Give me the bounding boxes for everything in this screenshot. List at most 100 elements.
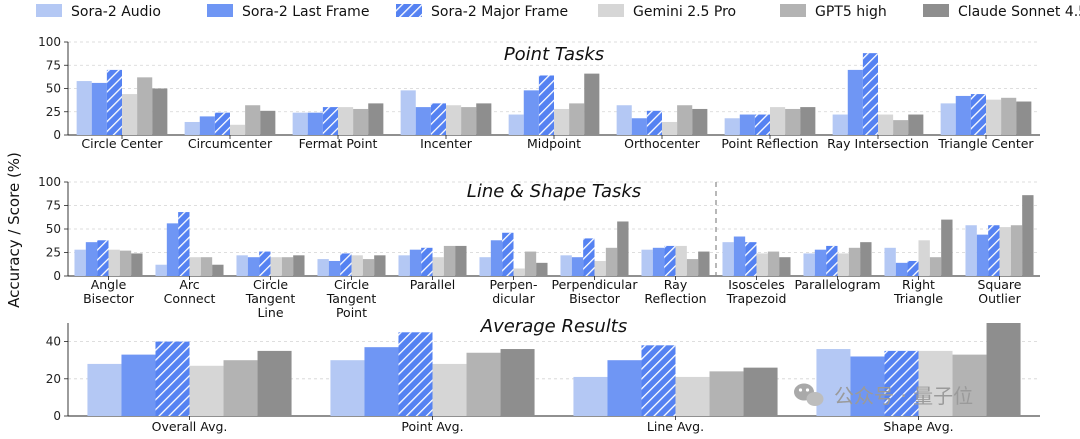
bar[interactable]	[677, 105, 693, 135]
bar[interactable]	[443, 245, 456, 276]
bar[interactable]	[832, 114, 848, 135]
bar[interactable]	[756, 253, 768, 276]
bar[interactable]	[770, 107, 786, 135]
bar[interactable]	[368, 103, 384, 135]
bar[interactable]	[230, 124, 246, 135]
bar[interactable]	[884, 247, 896, 276]
bar[interactable]	[733, 236, 746, 276]
bar[interactable]	[260, 110, 276, 135]
bar[interactable]	[446, 105, 462, 135]
bar[interactable]	[743, 367, 778, 416]
bar[interactable]	[779, 257, 791, 276]
bar[interactable]	[108, 249, 120, 276]
bar[interactable]	[573, 376, 608, 416]
bar[interactable]	[245, 105, 261, 135]
bar[interactable]	[878, 114, 894, 135]
bar[interactable]	[524, 251, 537, 276]
legend-item[interactable]: Sora-2 Major Frame	[396, 4, 568, 20]
bar[interactable]	[767, 251, 780, 276]
bar[interactable]	[641, 249, 653, 276]
bar[interactable]	[616, 105, 632, 135]
bar[interactable]	[607, 360, 642, 416]
bar[interactable]	[584, 73, 600, 135]
bar[interactable]	[803, 253, 815, 276]
bar[interactable]	[257, 350, 292, 416]
bar[interactable]	[850, 356, 885, 416]
bar[interactable]	[466, 352, 501, 416]
bar[interactable]	[236, 255, 248, 276]
bar[interactable]	[560, 255, 572, 276]
bar[interactable]	[122, 94, 138, 135]
bar[interactable]	[362, 259, 375, 276]
bar[interactable]	[364, 347, 399, 416]
bar[interactable]	[223, 360, 258, 416]
bar[interactable]	[893, 120, 909, 135]
bar[interactable]	[631, 118, 647, 135]
legend-item[interactable]: GPT5 high	[780, 4, 887, 20]
bar[interactable]	[200, 257, 213, 276]
bar[interactable]	[986, 323, 1021, 416]
bar[interactable]	[722, 242, 734, 276]
bar[interactable]	[184, 121, 200, 135]
bar[interactable]	[338, 107, 354, 135]
bar[interactable]	[848, 247, 861, 276]
bar[interactable]	[724, 118, 740, 135]
bar[interactable]	[281, 257, 294, 276]
bar[interactable]	[199, 116, 215, 135]
bar[interactable]	[605, 247, 618, 276]
bar[interactable]	[137, 77, 153, 135]
bar[interactable]	[76, 81, 92, 135]
bar[interactable]	[675, 376, 710, 416]
bar[interactable]	[87, 363, 122, 416]
bar[interactable]	[432, 363, 467, 416]
bar[interactable]	[476, 103, 492, 135]
bar[interactable]	[918, 240, 930, 276]
bar[interactable]	[351, 255, 363, 276]
bar[interactable]	[895, 262, 908, 276]
bar[interactable]	[837, 253, 849, 276]
bar[interactable]	[155, 264, 167, 276]
bar[interactable]	[662, 121, 678, 135]
bar[interactable]	[432, 257, 444, 276]
legend-item[interactable]: Claude Sonnet 4.5	[923, 4, 1080, 20]
bar[interactable]	[189, 257, 201, 276]
bar[interactable]	[965, 225, 977, 276]
bar[interactable]	[328, 260, 341, 276]
bar[interactable]	[166, 223, 179, 276]
bar[interactable]	[698, 251, 710, 276]
bar[interactable]	[152, 88, 168, 136]
bar[interactable]	[91, 82, 107, 135]
bar[interactable]	[270, 257, 282, 276]
bar[interactable]	[330, 360, 365, 416]
bar[interactable]	[121, 354, 156, 416]
bar[interactable]	[353, 108, 369, 135]
bar[interactable]	[398, 255, 410, 276]
bar[interactable]	[709, 371, 744, 416]
bar[interactable]	[293, 255, 305, 276]
bar[interactable]	[317, 259, 329, 276]
bar[interactable]	[569, 103, 585, 135]
bar[interactable]	[847, 69, 863, 135]
bar[interactable]	[292, 112, 308, 135]
bar[interactable]	[652, 247, 665, 276]
bar[interactable]	[490, 240, 503, 276]
bar[interactable]	[374, 255, 386, 276]
bar[interactable]	[479, 257, 491, 276]
bar[interactable]	[513, 268, 525, 276]
bar[interactable]	[617, 221, 629, 276]
bar[interactable]	[571, 257, 584, 276]
bar[interactable]	[247, 257, 260, 276]
bar[interactable]	[523, 90, 539, 135]
bar[interactable]	[800, 107, 816, 135]
bar[interactable]	[692, 108, 708, 135]
bar[interactable]	[119, 250, 132, 276]
bar[interactable]	[400, 90, 416, 135]
bar[interactable]	[940, 103, 956, 135]
bar[interactable]	[1022, 195, 1034, 276]
bar[interactable]	[307, 112, 323, 135]
bar[interactable]	[554, 108, 570, 135]
bar[interactable]	[508, 114, 524, 135]
bar[interactable]	[500, 349, 535, 416]
bar[interactable]	[212, 264, 224, 276]
bar[interactable]	[941, 219, 953, 276]
